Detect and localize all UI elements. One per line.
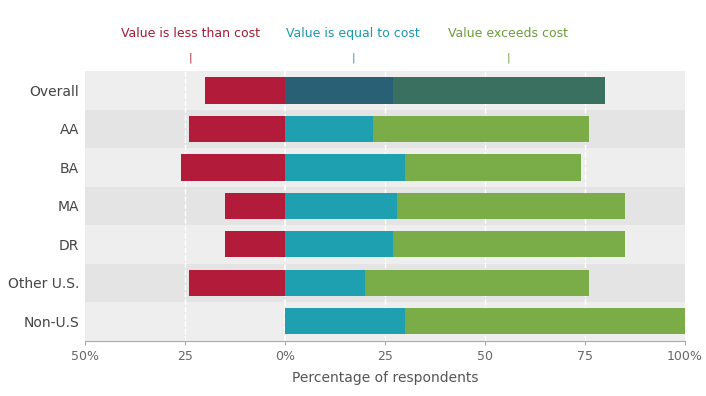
- Bar: [85, 71, 685, 110]
- Bar: [225, 193, 285, 219]
- Bar: [285, 270, 365, 296]
- Bar: [285, 78, 393, 104]
- Text: |: |: [506, 52, 510, 63]
- X-axis label: Percentage of respondents: Percentage of respondents: [292, 371, 478, 385]
- Bar: [85, 148, 685, 187]
- Bar: [405, 154, 581, 181]
- Bar: [85, 110, 685, 148]
- Text: |: |: [189, 52, 193, 63]
- Text: Value exceeds cost: Value exceeds cost: [448, 27, 568, 40]
- Bar: [181, 154, 285, 181]
- Bar: [285, 116, 373, 142]
- Bar: [85, 302, 685, 341]
- Text: Value is less than cost: Value is less than cost: [121, 27, 260, 40]
- Text: |: |: [351, 52, 355, 63]
- Bar: [285, 154, 405, 181]
- Bar: [393, 78, 605, 104]
- Bar: [393, 231, 625, 257]
- Bar: [285, 308, 405, 334]
- Bar: [285, 193, 397, 219]
- Bar: [85, 225, 685, 264]
- Bar: [225, 231, 285, 257]
- Bar: [189, 270, 285, 296]
- Bar: [397, 193, 625, 219]
- Bar: [85, 187, 685, 225]
- Bar: [189, 116, 285, 142]
- Bar: [365, 270, 589, 296]
- Bar: [85, 264, 685, 302]
- Bar: [205, 78, 285, 104]
- Bar: [405, 308, 685, 334]
- Text: Value is equal to cost: Value is equal to cost: [286, 27, 420, 40]
- Bar: [285, 231, 393, 257]
- Bar: [373, 116, 589, 142]
